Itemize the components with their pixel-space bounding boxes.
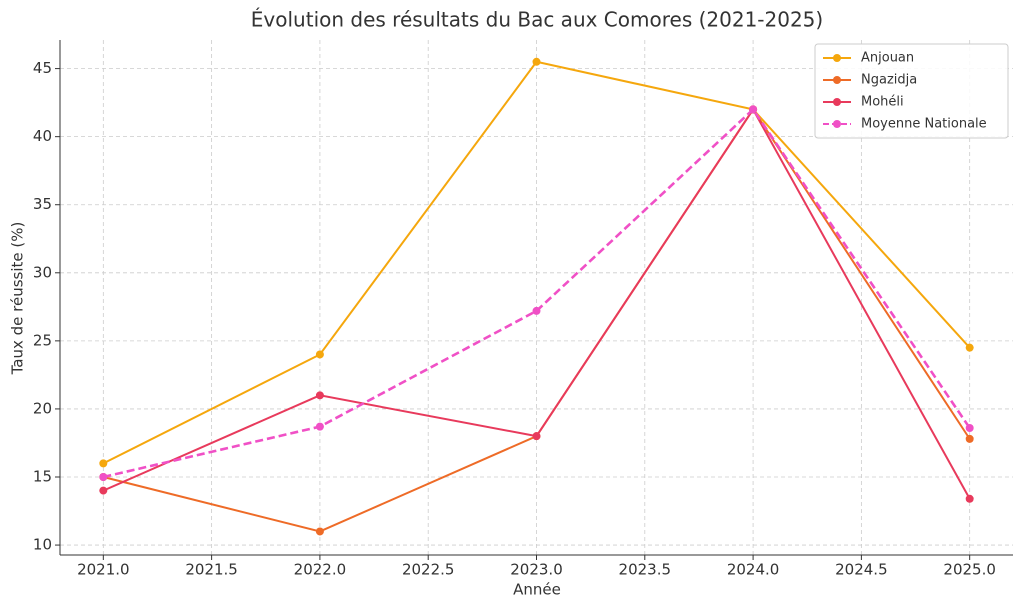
x-tick-label: 2024.0: [727, 561, 780, 579]
legend-marker: [833, 98, 841, 106]
legend-marker: [833, 54, 841, 62]
y-tick-label: 25: [33, 331, 52, 349]
y-tick-label: 40: [33, 127, 52, 145]
data-point: [315, 422, 324, 431]
data-point: [99, 486, 108, 495]
x-tick-label: 2025.0: [943, 561, 996, 579]
legend-marker: [833, 76, 841, 84]
legend-marker: [833, 120, 841, 128]
y-tick-label: 15: [33, 467, 52, 485]
legend-label: Moyenne Nationale: [861, 117, 987, 132]
y-tick-label: 10: [33, 536, 52, 554]
data-point: [315, 350, 324, 359]
y-tick-label: 30: [33, 263, 52, 281]
data-point: [749, 105, 758, 114]
data-point: [965, 494, 974, 503]
data-point: [965, 423, 974, 432]
x-tick-label: 2024.5: [835, 561, 888, 579]
x-tick-label: 2023.5: [619, 561, 672, 579]
data-point: [532, 57, 541, 66]
data-point: [965, 343, 974, 352]
legend-label: Anjouan: [861, 51, 914, 66]
chart-title: Évolution des résultats du Bac aux Comor…: [251, 8, 823, 32]
legend-box: [814, 43, 1009, 139]
series-line: [103, 107, 971, 479]
y-axis-label: Taux de réussite (%): [9, 222, 27, 376]
x-tick-label: 2021.0: [77, 561, 130, 579]
data-point: [532, 432, 541, 441]
legend-label: Ngazidja: [861, 73, 917, 88]
y-tick-label: 35: [33, 195, 52, 213]
y-tick-label: 20: [33, 399, 52, 417]
x-axis-label: Année: [513, 581, 561, 599]
data-point: [965, 434, 974, 443]
data-point: [315, 391, 324, 400]
x-tick-label: 2022.0: [294, 561, 347, 579]
data-point: [315, 527, 324, 536]
data-point: [532, 306, 541, 315]
x-tick-label: 2023.0: [510, 561, 563, 579]
x-tick-label: 2022.5: [402, 561, 455, 579]
data-point: [99, 472, 108, 481]
x-tick-label: 2021.5: [185, 561, 238, 579]
data-point: [99, 459, 108, 468]
legend-label: Mohéli: [861, 95, 904, 110]
y-tick-label: 45: [33, 59, 52, 77]
